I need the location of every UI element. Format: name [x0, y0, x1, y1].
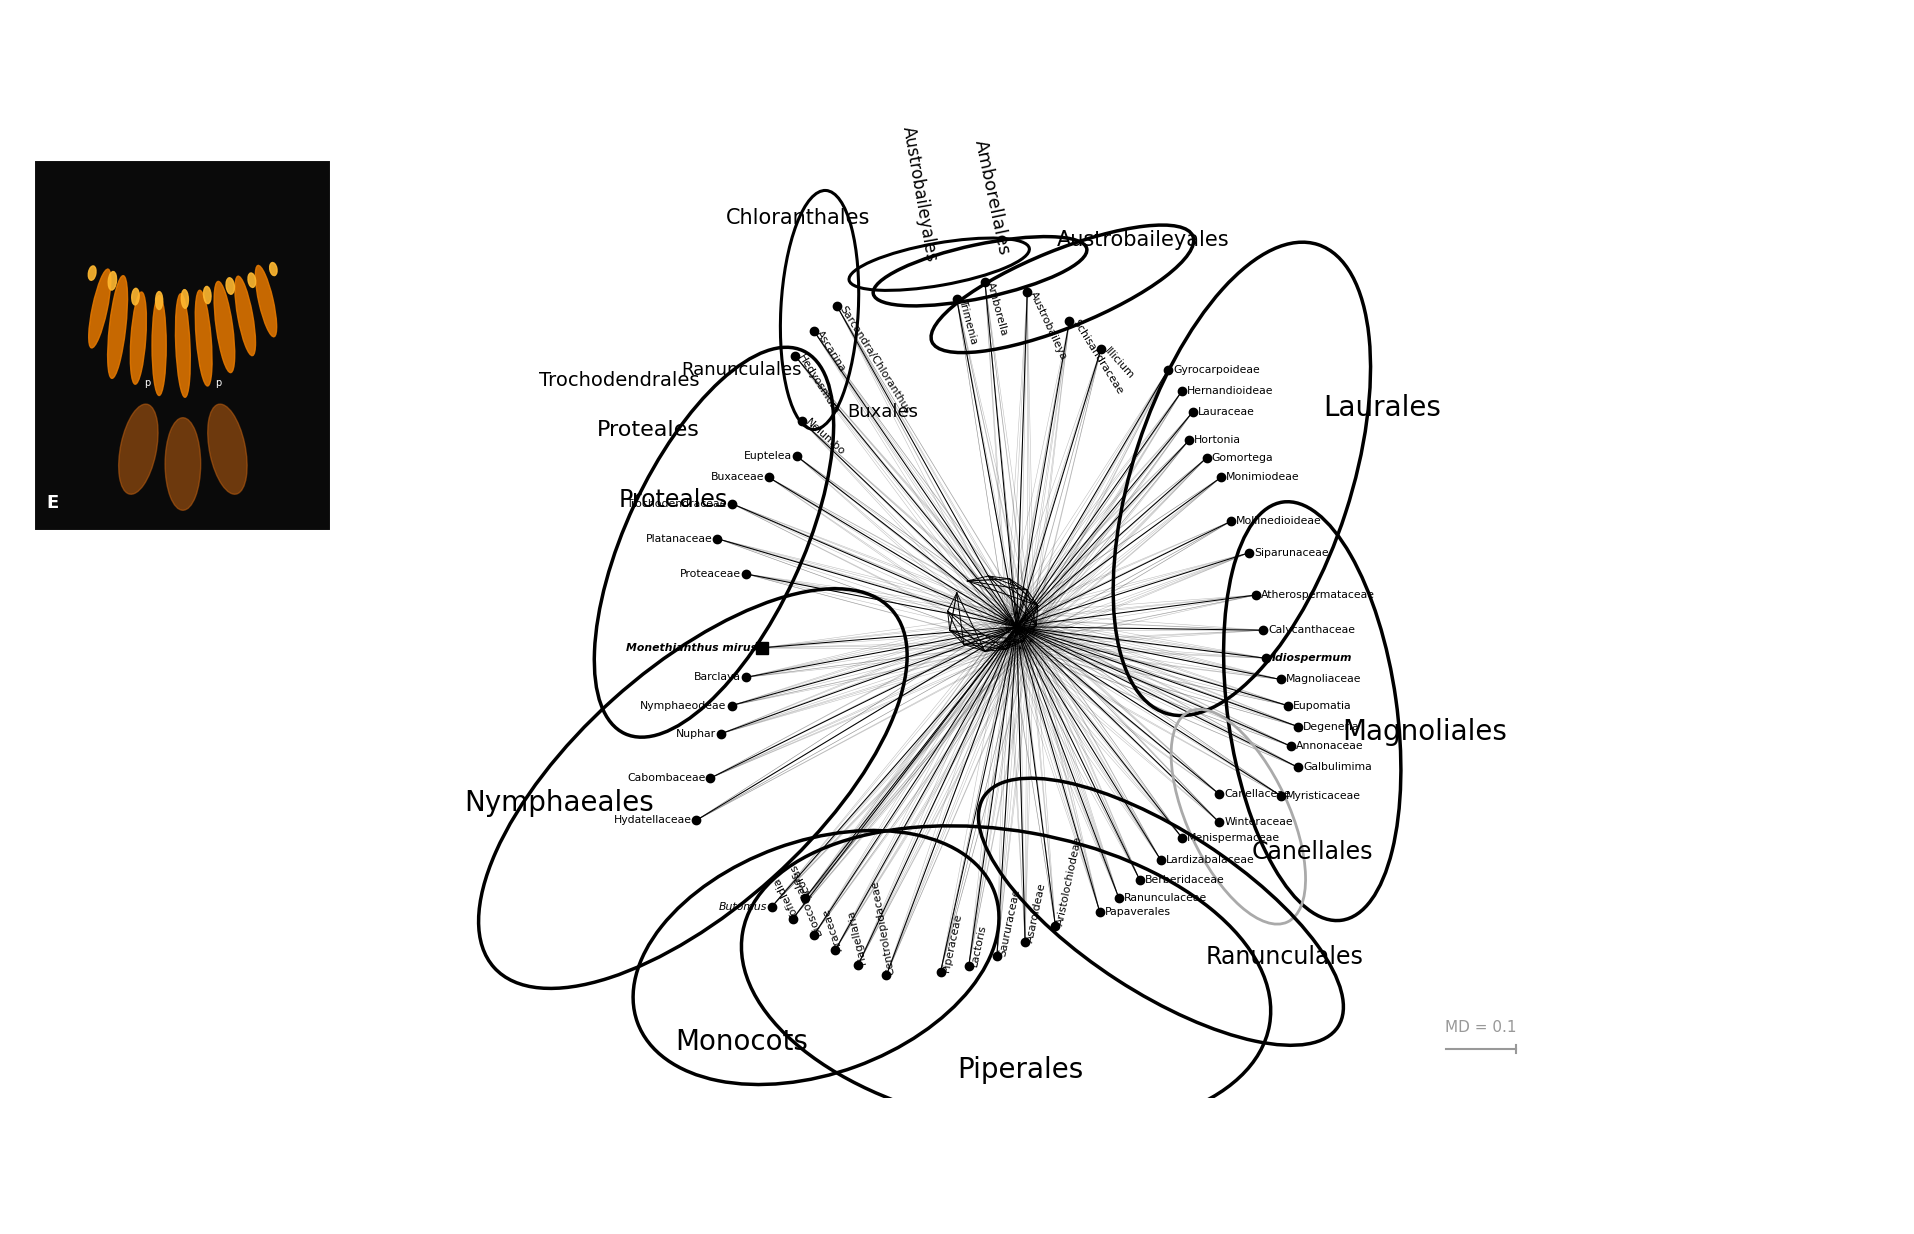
Ellipse shape — [132, 289, 140, 305]
Text: Nymphaeales: Nymphaeales — [463, 789, 655, 817]
Text: Magnoliales: Magnoliales — [1342, 718, 1506, 747]
Ellipse shape — [165, 418, 201, 511]
Text: Gomortega: Gomortega — [1212, 453, 1273, 463]
Text: Gyrocarpoideae: Gyrocarpoideae — [1171, 365, 1259, 375]
Text: Platanaceae: Platanaceae — [645, 534, 712, 544]
Text: Trochodendraceae: Trochodendraceae — [626, 499, 725, 508]
Text: Menispermaceae: Menispermaceae — [1187, 833, 1279, 843]
Text: MD = 0.1: MD = 0.1 — [1445, 1021, 1516, 1035]
Text: Centrolepidaceae: Centrolepidaceae — [869, 880, 896, 976]
Text: Trimenia: Trimenia — [957, 299, 978, 346]
Text: p: p — [214, 378, 222, 387]
Text: Piperaceae: Piperaceae — [940, 912, 963, 972]
Text: Austrobaileya: Austrobaileya — [1028, 290, 1068, 362]
Ellipse shape — [203, 286, 211, 304]
Text: Cabombaceae: Cabombaceae — [626, 772, 704, 784]
Text: Butomus: Butomus — [718, 902, 766, 912]
Ellipse shape — [182, 290, 188, 308]
Text: Asaroideae: Asaroideae — [1024, 881, 1047, 943]
Text: Barclaya: Barclaya — [693, 673, 741, 682]
Ellipse shape — [88, 265, 96, 280]
Text: Siparunaceae: Siparunaceae — [1254, 548, 1328, 558]
Text: Degeneria: Degeneria — [1302, 722, 1359, 732]
Text: Monocots: Monocots — [676, 1028, 808, 1056]
Text: Sarcandra/Chloranthus: Sarcandra/Chloranthus — [838, 304, 913, 415]
Ellipse shape — [195, 290, 212, 386]
Text: Ascarina: Ascarina — [813, 328, 848, 374]
Text: Amborella: Amborella — [984, 280, 1009, 337]
Text: Hydatellaceae: Hydatellaceae — [612, 816, 691, 826]
Text: Aristolochiodeae: Aristolochiodeae — [1055, 835, 1083, 927]
Text: Laurales: Laurales — [1323, 395, 1441, 422]
Text: Idiospermum: Idiospermum — [1271, 653, 1351, 664]
Text: Araceae: Araceae — [821, 906, 844, 951]
Text: Trochodendrales: Trochodendrales — [540, 371, 699, 390]
Text: Papaverales: Papaverales — [1104, 907, 1169, 917]
Text: Buxaceae: Buxaceae — [710, 473, 764, 482]
Ellipse shape — [119, 404, 159, 495]
Text: Austrobaileyales: Austrobaileyales — [898, 125, 940, 263]
Text: Ranunculales: Ranunculales — [1204, 945, 1363, 970]
Ellipse shape — [226, 278, 234, 294]
Text: Chloranthales: Chloranthales — [725, 209, 871, 228]
Text: Eupomatia: Eupomatia — [1292, 701, 1351, 711]
Text: Magnoliaceae: Magnoliaceae — [1284, 675, 1361, 685]
Text: Canellales: Canellales — [1252, 840, 1372, 864]
Ellipse shape — [88, 269, 111, 348]
Text: Nelumbo: Nelumbo — [804, 417, 846, 458]
Text: Dioscoreales: Dioscoreales — [789, 869, 823, 937]
Ellipse shape — [255, 265, 276, 337]
Text: Canellaceae: Canellaceae — [1223, 790, 1290, 800]
Text: Nuphar: Nuphar — [676, 728, 716, 739]
Ellipse shape — [109, 271, 117, 290]
Text: Lactoris: Lactoris — [968, 923, 988, 967]
Text: Euptelea: Euptelea — [745, 452, 792, 462]
Text: Berberidaceae: Berberidaceae — [1145, 875, 1223, 885]
Text: Illicium: Illicium — [1102, 346, 1135, 381]
Ellipse shape — [151, 296, 167, 395]
Ellipse shape — [176, 294, 189, 397]
Text: Hernandioideae: Hernandioideae — [1187, 386, 1273, 396]
Text: Hedyosmum: Hedyosmum — [794, 353, 840, 417]
Ellipse shape — [207, 404, 247, 495]
Text: Monimiodeae: Monimiodeae — [1225, 473, 1298, 482]
Text: Austrobaileyales: Austrobaileyales — [1057, 230, 1229, 249]
Text: Winteraceae: Winteraceae — [1223, 817, 1292, 827]
Ellipse shape — [235, 276, 255, 355]
Text: Proteales: Proteales — [618, 487, 727, 512]
Text: Tofieldia: Tofieldia — [773, 876, 802, 921]
Text: Nymphaeodeae: Nymphaeodeae — [639, 701, 725, 711]
Text: Saururaceae: Saururaceae — [997, 887, 1020, 958]
Text: Flagellaria: Flagellaria — [846, 908, 867, 966]
Text: Acorus: Acorus — [789, 863, 815, 900]
Text: Ranunculales: Ranunculales — [681, 360, 802, 379]
Text: Lardizabalaceae: Lardizabalaceae — [1166, 855, 1254, 865]
Text: E: E — [46, 494, 59, 512]
Ellipse shape — [247, 273, 256, 288]
Text: p: p — [144, 378, 151, 387]
Text: Annonaceae: Annonaceae — [1296, 742, 1363, 752]
Ellipse shape — [270, 263, 278, 275]
Text: Monethianthus mirus: Monethianthus mirus — [626, 643, 756, 653]
Text: Proteaceae: Proteaceae — [679, 569, 741, 579]
Text: Atherospermataceae: Atherospermataceae — [1259, 590, 1374, 600]
Text: Proteales: Proteales — [597, 420, 699, 439]
Text: Galbulimima: Galbulimima — [1302, 763, 1370, 772]
Text: Buxales: Buxales — [848, 404, 919, 421]
Text: Lauraceae: Lauraceae — [1196, 407, 1254, 417]
Text: Ranunculaceae: Ranunculaceae — [1124, 892, 1206, 902]
Text: Myristicaceae: Myristicaceae — [1284, 791, 1359, 801]
Ellipse shape — [130, 292, 145, 384]
Text: Hortonia: Hortonia — [1192, 436, 1240, 445]
Ellipse shape — [214, 281, 235, 373]
Text: Amborellales: Amborellales — [970, 138, 1013, 257]
Ellipse shape — [107, 275, 128, 379]
Text: Calycanthaceae: Calycanthaceae — [1267, 626, 1355, 636]
Text: Schisandraceae: Schisandraceae — [1070, 318, 1124, 396]
Text: Mollinedioideae: Mollinedioideae — [1236, 516, 1321, 526]
Ellipse shape — [155, 291, 163, 310]
Text: Piperales: Piperales — [957, 1056, 1083, 1085]
